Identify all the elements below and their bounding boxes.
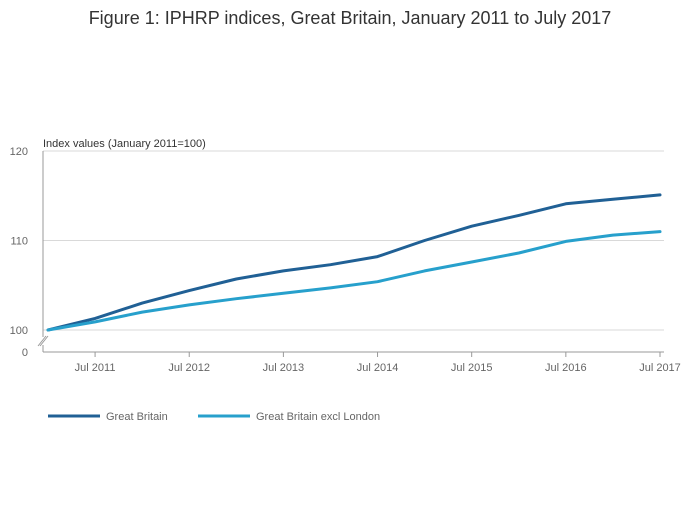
axis-break-mark bbox=[37, 335, 47, 347]
x-tick-label: Jul 2014 bbox=[357, 362, 399, 374]
x-tick-label: Jul 2016 bbox=[545, 362, 587, 374]
y-tick-label-zero: 0 bbox=[22, 347, 28, 359]
series-line-great-britain-excl-london bbox=[46, 230, 662, 332]
chart-title: Figure 1: IPHRP indices, Great Britain, … bbox=[89, 8, 612, 28]
legend-label: Great Britain excl London bbox=[256, 411, 380, 423]
axes: 100 110 120 0 Jul 2011 Jul 2012 Jul 2013 Jul 20… bbox=[10, 146, 681, 374]
y-tick-label: 100 bbox=[10, 325, 28, 337]
series-line-great-britain bbox=[46, 193, 662, 332]
x-tick-label: Jul 2011 bbox=[75, 362, 116, 374]
x-tick-label: Jul 2012 bbox=[168, 362, 210, 374]
x-tick-label: Jul 2015 bbox=[451, 362, 493, 374]
legend-label: Great Britain bbox=[106, 411, 168, 423]
x-tick-label: Jul 2013 bbox=[263, 362, 305, 374]
series-lines bbox=[46, 193, 662, 332]
legend: Great Britain Great Britain excl London bbox=[48, 411, 380, 423]
gridlines bbox=[43, 150, 664, 331]
y-axis-label: Index values (January 2011=100) bbox=[43, 138, 206, 150]
axis-break-mark bbox=[39, 335, 49, 347]
y-tick-label: 120 bbox=[10, 146, 28, 158]
axis-break-gap bbox=[37, 337, 49, 345]
y-tick-label: 110 bbox=[10, 236, 28, 248]
x-tick-label: Jul 2017 bbox=[639, 362, 681, 374]
